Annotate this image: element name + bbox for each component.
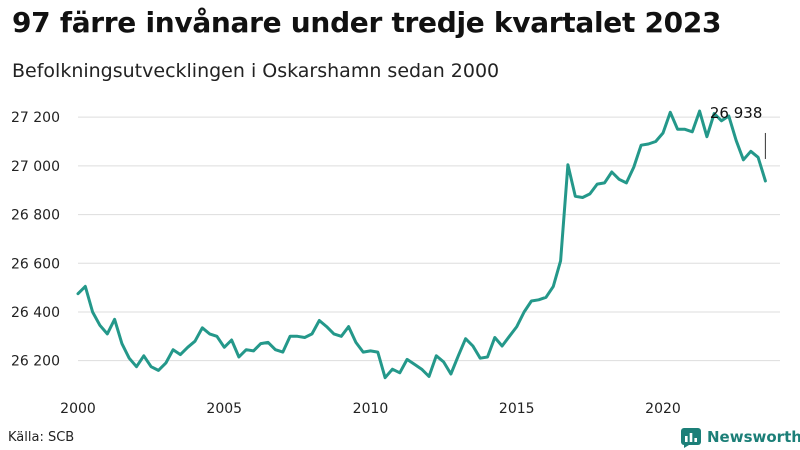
y-tick-label: 27 000 <box>11 159 60 175</box>
x-tick-label: 2020 <box>645 401 681 417</box>
x-tick-label: 2005 <box>206 401 242 417</box>
x-tick-label: 2010 <box>353 401 389 417</box>
y-tick-label: 26 400 <box>11 305 60 321</box>
y-tick-label: 26 600 <box>11 256 60 272</box>
annotation-label: 26 938 <box>710 104 763 122</box>
chart-subtitle: Befolkningsutvecklingen i Oskarshamn sed… <box>12 60 500 82</box>
brand-logo: Newsworthy <box>680 426 800 448</box>
brand-name: Newsworthy <box>707 428 800 446</box>
source-label: Källa: SCB <box>8 430 75 445</box>
y-tick-label: 26 200 <box>11 354 60 370</box>
series-line <box>76 109 767 380</box>
x-tick-label: 2000 <box>60 401 96 417</box>
page-title: 97 färre invånare under tredje kvartalet… <box>12 6 722 39</box>
y-tick-label: 26 800 <box>11 208 60 224</box>
x-tick-label: 2015 <box>499 401 535 417</box>
y-tick-label: 27 200 <box>11 110 60 126</box>
bar-chart-icon <box>681 428 701 448</box>
